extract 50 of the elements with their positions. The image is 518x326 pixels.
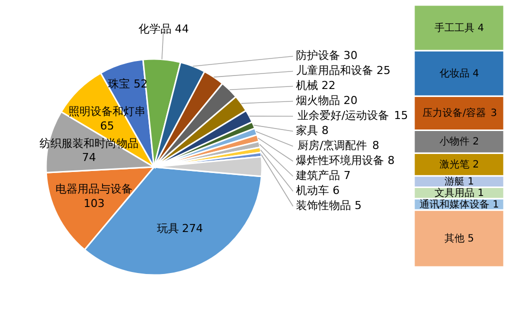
data-label: 4: [478, 22, 484, 34]
slice-label: 家具: [296, 124, 318, 138]
data-label: 7: [344, 169, 351, 182]
data-label: 8: [388, 154, 395, 168]
series-label: 游艇: [444, 176, 464, 188]
slice-label: 爆炸性环境用设备: [296, 154, 384, 168]
slice-label: 装饰性物品: [296, 199, 351, 212]
slice-label: 烟火物品: [296, 94, 340, 108]
slice-label: 业余爱好/运动设备: [297, 109, 390, 122]
series-label: 手工工具: [434, 22, 474, 34]
data-label: 74: [82, 151, 96, 164]
data-label: 4: [472, 68, 479, 80]
data-label: 103: [84, 197, 105, 210]
slice-label: 机械: [296, 79, 318, 92]
slice-label: 玩具: [156, 222, 179, 235]
slice-label: 防护设备: [296, 49, 340, 62]
data-label: 8: [372, 139, 380, 152]
data-label: 25: [376, 64, 390, 78]
slice-label: 儿童用品和设备: [296, 64, 373, 78]
data-label: 2: [472, 136, 479, 148]
data-label: 274: [182, 222, 204, 235]
slice-label: 电器用品与设备: [56, 182, 133, 196]
data-label: 20: [343, 94, 358, 108]
data-label: 1: [468, 176, 474, 188]
series-label: 小物件: [439, 136, 470, 148]
data-label: 2: [472, 159, 479, 170]
data-label: 3: [490, 108, 497, 120]
data-label: 15: [394, 109, 408, 122]
slice-label: 化学品: [138, 22, 172, 36]
data-label: 44: [174, 22, 189, 36]
data-label: 65: [100, 119, 114, 132]
slice-label: 厨房/烹调配件: [297, 139, 368, 152]
data-label: 5: [468, 234, 474, 245]
series-label: 其他: [444, 232, 464, 245]
series-label: 激光笔: [439, 158, 470, 170]
data-label: 1: [478, 188, 484, 199]
series-label: 文具用品: [434, 186, 474, 199]
slice-label: 纺织服装和时尚物品: [40, 136, 138, 150]
slice-label: 建筑产品: [295, 169, 340, 182]
data-label: 5: [354, 199, 362, 212]
slice-label: 珠宝: [108, 78, 130, 91]
slice-label: 机动车: [296, 184, 329, 198]
data-label: 30: [343, 49, 358, 62]
data-label: 22: [321, 79, 336, 92]
data-label: 1: [492, 199, 499, 210]
data-label: 8: [322, 124, 329, 138]
series-label: 化妆品: [439, 67, 470, 80]
series-label: 通讯和媒体设备: [419, 198, 490, 210]
data-label: 6: [332, 184, 340, 198]
series-label: 压力设备/容器: [422, 107, 486, 120]
